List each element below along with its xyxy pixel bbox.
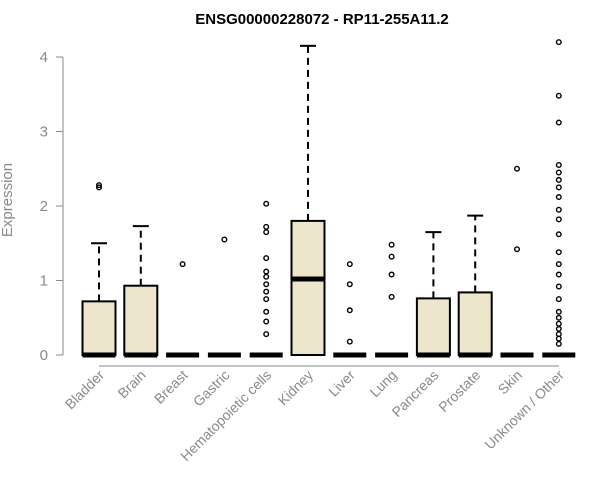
outlier-point xyxy=(263,268,270,275)
outlier-point xyxy=(388,253,395,260)
box-group xyxy=(375,241,409,358)
box-group xyxy=(457,214,493,358)
box-group xyxy=(249,200,283,358)
x-tick-label: Breast xyxy=(151,367,191,407)
outlier-point xyxy=(263,223,270,230)
outlier-point xyxy=(555,176,562,183)
axes: 0 1 2 3 4 xyxy=(40,49,559,367)
y-tick-label: 4 xyxy=(40,49,48,66)
outlier-point xyxy=(263,255,270,262)
outlier-point xyxy=(263,308,270,315)
box-group xyxy=(290,44,326,356)
outlier-point xyxy=(263,273,270,280)
outlier-point xyxy=(555,283,562,290)
x-tick-label: Brain xyxy=(114,367,148,401)
outlier-point xyxy=(263,288,270,295)
outlier-point xyxy=(555,184,562,191)
x-tick-label: Skin xyxy=(495,367,526,398)
outlier-point xyxy=(263,200,270,207)
outlier-point xyxy=(555,296,562,303)
outlier-point xyxy=(555,231,562,238)
outlier-point xyxy=(555,271,562,278)
outlier-point xyxy=(263,296,270,303)
outlier-point xyxy=(555,39,562,46)
y-axis-label: Expression xyxy=(0,163,16,237)
y-tick-label: 0 xyxy=(40,347,48,364)
outlier-point xyxy=(555,261,562,268)
outlier-point xyxy=(555,314,562,321)
box-group xyxy=(542,39,576,358)
outlier-point xyxy=(263,229,270,236)
box-group xyxy=(207,236,241,358)
outlier-point xyxy=(555,216,562,223)
y-tick-label: 2 xyxy=(40,198,48,215)
outlier-point xyxy=(346,307,353,314)
box xyxy=(415,297,451,357)
outlier-point xyxy=(514,165,521,172)
box-group xyxy=(333,261,367,358)
x-tick-label: Kidney xyxy=(275,367,317,409)
outlier-point xyxy=(346,261,353,268)
outlier-point xyxy=(263,281,270,288)
x-tick-label: Liver xyxy=(325,367,358,400)
outlier-point xyxy=(555,249,562,256)
outlier-point xyxy=(555,320,562,327)
outlier-point xyxy=(263,331,270,338)
x-tick-label: Lung xyxy=(366,367,399,400)
outlier-point xyxy=(555,169,562,176)
box xyxy=(457,291,493,357)
outlier-point xyxy=(555,119,562,126)
y-tick-label: 3 xyxy=(40,124,48,141)
outlier-point xyxy=(555,162,562,169)
outlier-point xyxy=(263,318,270,325)
outlier-point xyxy=(555,92,562,99)
x-tick-label: Prostate xyxy=(435,367,483,415)
box-group xyxy=(166,261,200,358)
outlier-point xyxy=(95,184,102,191)
chart-title: ENSG00000228072 - RP11-255A11.2 xyxy=(195,11,449,28)
outlier-point xyxy=(388,241,395,248)
outlier-point xyxy=(221,236,228,243)
outlier-point xyxy=(388,271,395,278)
outlier-point xyxy=(95,182,102,189)
x-tick-label: Bladder xyxy=(62,367,108,413)
outlier-point xyxy=(555,331,562,338)
outlier-point xyxy=(346,338,353,345)
box xyxy=(123,284,159,356)
box xyxy=(290,219,326,356)
outlier-point xyxy=(555,194,562,201)
box xyxy=(81,300,117,356)
outlier-point xyxy=(179,261,186,268)
box-group xyxy=(81,182,117,358)
x-tick-label: Unknown / Other xyxy=(481,367,567,453)
outlier-point xyxy=(555,206,562,213)
outlier-point xyxy=(555,325,562,332)
y-tick-label: 1 xyxy=(40,273,48,290)
boxes xyxy=(81,39,576,358)
box-group xyxy=(415,231,451,358)
outlier-point xyxy=(555,308,562,315)
outlier-point xyxy=(555,340,562,347)
box-group xyxy=(123,225,159,358)
outlier-point xyxy=(388,293,395,300)
outlier-point xyxy=(346,281,353,288)
outlier-point xyxy=(514,246,521,253)
box-group xyxy=(500,165,534,358)
